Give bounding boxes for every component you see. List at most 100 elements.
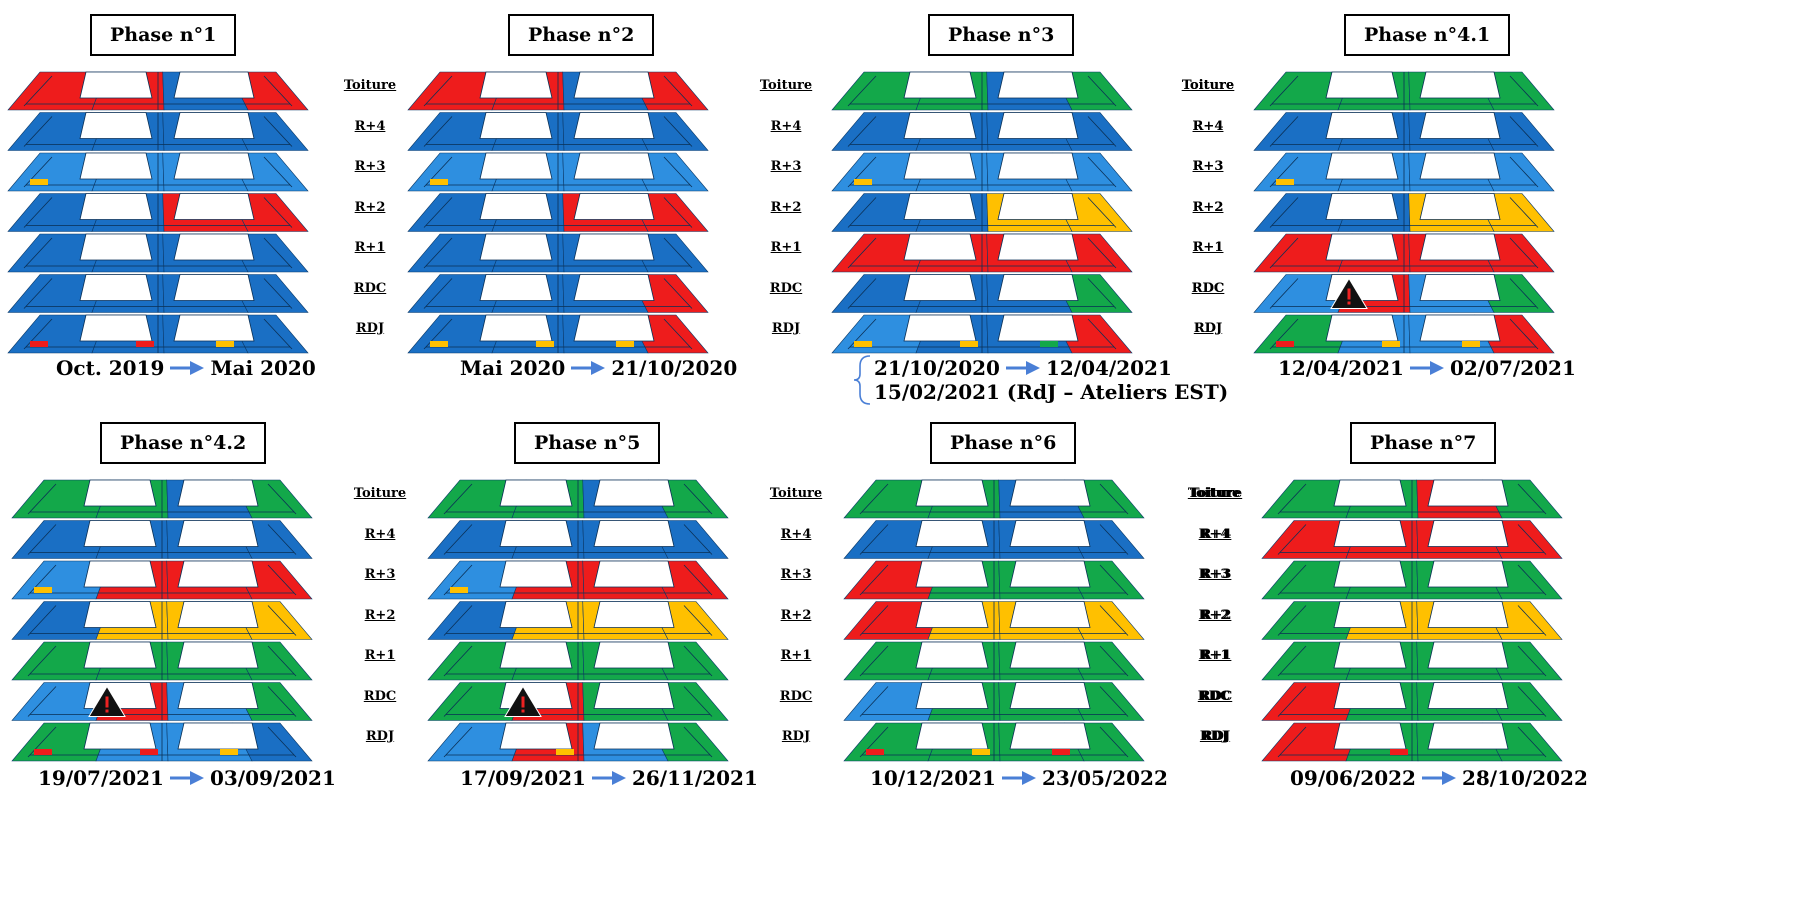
courtyard-opening <box>915 520 989 547</box>
zone-marker <box>450 587 468 593</box>
floor-label: R+3 <box>1200 567 1232 582</box>
phase-title: Phase n°4.2 <box>100 422 267 464</box>
courtyard-opening <box>593 479 675 507</box>
courtyard-opening <box>83 560 157 588</box>
phase-panel: Phase n°7 Toiture R+4 R+3 R+2 R+1 RDC RDJ 09/06/… <box>1190 422 1742 842</box>
floor-slab <box>7 152 309 192</box>
courtyard-opening <box>1427 722 1509 750</box>
phase-panel: Phase n°5 Toiture R+4 R+3 R+2 R+1 RDC RDJ 17/09/… <box>427 422 908 842</box>
floor-slab <box>7 314 309 354</box>
courtyard-opening <box>997 193 1079 220</box>
courtyard-opening <box>573 152 655 180</box>
floor-slab <box>427 479 729 519</box>
courtyard-opening <box>173 152 255 180</box>
courtyard-opening <box>173 274 255 301</box>
courtyard-opening <box>573 112 655 139</box>
floor-slab <box>11 682 313 721</box>
floor-label: RDJ <box>1193 321 1223 336</box>
courtyard-opening <box>1325 233 1399 261</box>
warning-icon <box>88 685 126 717</box>
zone-marker <box>1052 749 1070 755</box>
courtyard-opening <box>997 314 1079 342</box>
floor-label: R+4 <box>1192 118 1224 134</box>
floor-label: RDJ <box>781 729 811 744</box>
phase-panel: Phase n°2 Toiture R+4 R+3 R+2 R+1 RDC RDJ Mai 20… <box>407 14 888 434</box>
courtyard-opening <box>83 641 157 669</box>
phase-panel: Phase n°4.2 Toiture R+4 R+3 R+2 R+1 RDC RDJ 19/0… <box>11 422 492 842</box>
courtyard-opening <box>1427 641 1509 669</box>
floor-label: R+3 <box>1198 567 1230 582</box>
date-to: Mai 2020 <box>210 356 316 380</box>
floor-label: R+1 <box>364 648 396 663</box>
courtyard-opening <box>593 560 675 588</box>
courtyard-opening <box>173 233 255 261</box>
courtyard-opening <box>903 274 977 301</box>
zone-marker <box>1462 341 1480 347</box>
phase-dates: Oct. 2019 Mai 2020 <box>56 356 316 380</box>
courtyard-opening <box>593 601 675 628</box>
courtyard-opening <box>1009 479 1091 507</box>
zone-marker <box>136 341 154 347</box>
zone-marker <box>216 341 234 347</box>
floor-label: RDJ <box>355 321 385 336</box>
floor-slab <box>843 601 1145 640</box>
zone-marker <box>972 749 990 755</box>
phase-title: Phase n°2 <box>508 14 655 56</box>
floor-label: RDJ <box>1201 729 1231 744</box>
courtyard-opening <box>499 722 573 750</box>
floor-slab <box>1253 193 1555 232</box>
floor-slab <box>7 274 309 313</box>
floor-slab <box>407 233 709 273</box>
courtyard-opening <box>1325 274 1399 301</box>
warning-icon <box>1330 277 1368 309</box>
zone-marker <box>220 749 238 755</box>
floor-stack <box>7 71 309 354</box>
date-to: 26/11/2021 <box>631 766 758 790</box>
courtyard-opening <box>79 112 153 139</box>
floor-label: R+3 <box>1192 159 1224 174</box>
floor-label: Toiture <box>1181 78 1235 93</box>
courtyard-opening <box>915 601 989 628</box>
date-from: Mai 2020 <box>460 356 566 380</box>
floor-slab <box>11 722 313 762</box>
courtyard-opening <box>903 314 977 342</box>
phase-title: Phase n°3 <box>928 14 1075 56</box>
floor-label: R+2 <box>780 607 812 623</box>
date-from: Oct. 2019 <box>56 356 165 380</box>
floor-label: R+1 <box>770 240 802 255</box>
zone-marker <box>140 749 158 755</box>
floor-label: RDC <box>1197 688 1231 704</box>
floor-slab <box>11 520 313 559</box>
zone-marker <box>30 179 48 185</box>
courtyard-opening <box>1333 682 1407 709</box>
zone-marker <box>556 749 574 755</box>
floor-slab <box>831 233 1133 273</box>
phase-dates: 15/02/2021 (RdJ – Ateliers EST) <box>874 380 1228 404</box>
floor-label: R+3 <box>780 567 812 582</box>
floor-label: RDC <box>769 280 803 296</box>
floor-slab <box>831 274 1133 313</box>
phase-dates: 21/10/2020 12/04/2021 <box>874 356 1172 380</box>
courtyard-opening <box>177 641 259 669</box>
phase-title: Phase n°6 <box>930 422 1077 464</box>
courtyard-opening <box>177 601 259 628</box>
courtyard-opening <box>1333 520 1407 547</box>
zone-marker <box>1390 749 1408 755</box>
courtyard-opening <box>177 520 259 547</box>
floor-label: R+1 <box>1192 240 1224 255</box>
zone-marker <box>854 179 872 185</box>
courtyard-opening <box>499 560 573 588</box>
courtyard-opening <box>79 193 153 220</box>
floor-label: R+4 <box>1200 526 1232 542</box>
courtyard-opening <box>573 274 655 301</box>
floor-slab <box>831 193 1133 232</box>
courtyard-opening <box>1427 560 1509 588</box>
courtyard-opening <box>79 314 153 342</box>
courtyard-opening <box>479 152 553 180</box>
floor-slab <box>1253 314 1555 354</box>
floor-stack <box>843 479 1145 762</box>
courtyard-opening <box>997 233 1079 261</box>
courtyard-opening <box>1325 314 1399 342</box>
floor-label: R+4 <box>1192 118 1224 134</box>
courtyard-opening <box>83 722 157 750</box>
